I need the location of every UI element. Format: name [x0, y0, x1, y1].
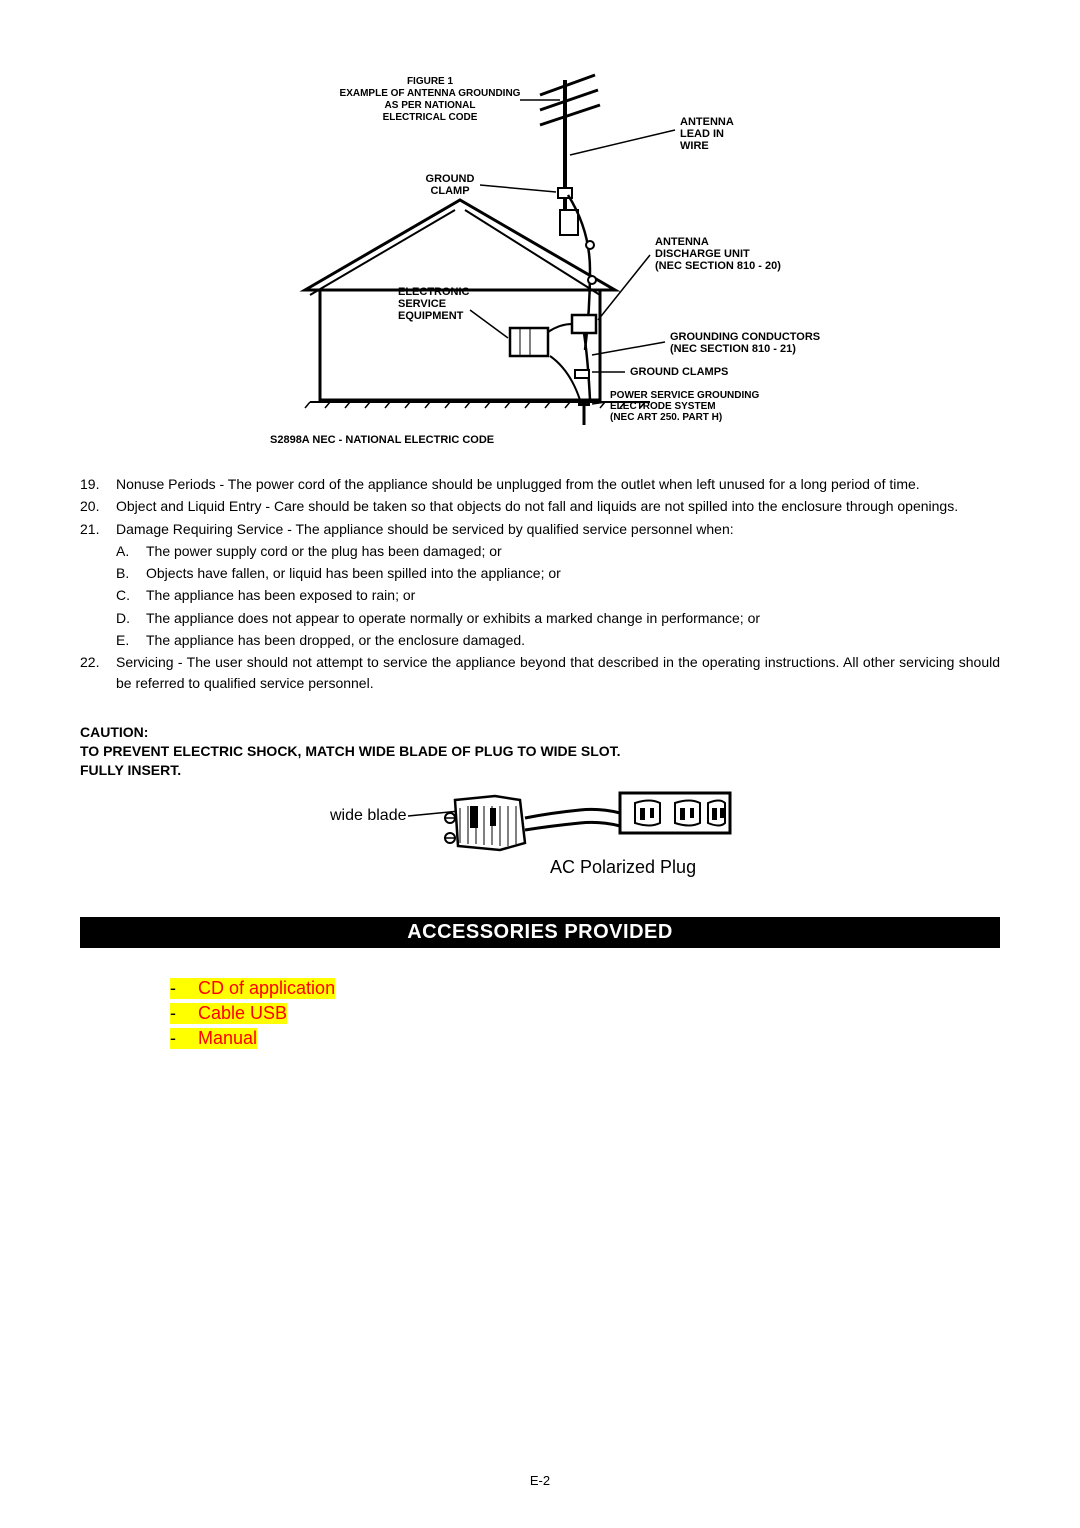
accessory-item: - CD of application	[170, 978, 1000, 999]
sublist-letter: D.	[116, 608, 146, 628]
sublist-item: C. The appliance has been exposed to rai…	[116, 585, 1000, 605]
sublist-text: The appliance does not appear to operate…	[146, 608, 1000, 628]
sublist-text: The power supply cord or the plug has be…	[146, 541, 1000, 561]
accessories-list: - CD of application - Cable USB - Manual	[170, 978, 1000, 1049]
ese-3: EQUIPMENT	[398, 310, 464, 322]
list-text: Servicing - The user should not attempt …	[116, 652, 1000, 693]
sublist-text: Objects have fallen, or liquid has been …	[146, 563, 1000, 583]
discharge-1: ANTENNA	[655, 236, 709, 248]
list-num: 19.	[80, 474, 116, 494]
sublist-item: A. The power supply cord or the plug has…	[116, 541, 1000, 561]
ese-1: ELECTRONIC	[398, 286, 470, 298]
ground-clamp-2: CLAMP	[430, 185, 469, 197]
psg-2: ELECTRODE SYSTEM	[610, 401, 716, 412]
caution-heading: CAUTION:	[80, 723, 1000, 742]
list-num: 20.	[80, 496, 116, 516]
sublist-item: D. The appliance does not appear to oper…	[116, 608, 1000, 628]
list-text: Nonuse Periods - The power cord of the a…	[116, 474, 1000, 494]
antenna-diagram-svg: FIGURE 1 EXAMPLE OF ANTENNA GROUNDING AS…	[250, 70, 830, 430]
caution-line2: FULLY INSERT.	[80, 761, 1000, 780]
plug-svg: wide blade AC Polarized Plug	[320, 788, 760, 888]
caution-line1: TO PREVENT ELECTRIC SHOCK, MATCH WIDE BL…	[80, 742, 1000, 761]
sublist-item: B. Objects have fallen, or liquid has be…	[116, 563, 1000, 583]
fig-title-2: EXAMPLE OF ANTENNA GROUNDING	[340, 88, 521, 99]
fig-title-3: AS PER NATIONAL	[385, 100, 476, 111]
ese-2: SERVICE	[398, 298, 446, 310]
gc-1: GROUNDING CONDUCTORS	[670, 331, 820, 343]
discharge-3: (NEC SECTION 810 - 20)	[655, 260, 781, 272]
accessory-text: Manual	[198, 1028, 257, 1049]
sublist-text: The appliance has been exposed to rain; …	[146, 585, 1000, 605]
ground-clamps: GROUND CLAMPS	[630, 366, 728, 378]
accessory-text: CD of application	[198, 978, 335, 999]
list-item-21: 21. Damage Requiring Service - The appli…	[80, 519, 1000, 539]
figure-caption: S2898A NEC - NATIONAL ELECTRIC CODE	[250, 434, 830, 446]
accessory-item: - Manual	[170, 1028, 1000, 1049]
accessory-text: Cable USB	[198, 1003, 287, 1024]
safety-list: 19. Nonuse Periods - The power cord of t…	[80, 474, 1000, 693]
sublist-text: The appliance has been dropped, or the e…	[146, 630, 1000, 650]
list-item-22: 22. Servicing - The user should not atte…	[80, 652, 1000, 693]
fig-title-1: FIGURE 1	[407, 76, 454, 87]
list-text: Damage Requiring Service - The appliance…	[116, 519, 1000, 539]
caution-section: CAUTION: TO PREVENT ELECTRIC SHOCK, MATC…	[80, 723, 1000, 780]
antenna-lead-3: WIRE	[680, 140, 709, 152]
gc-2: (NEC SECTION 810 - 21)	[670, 343, 796, 355]
antenna-lead-2: LEAD IN	[680, 128, 724, 140]
sublist-letter: C.	[116, 585, 146, 605]
antenna-lead-1: ANTENNA	[680, 116, 734, 128]
accessory-dash: -	[170, 978, 198, 999]
fig-title-4: ELECTRICAL CODE	[383, 112, 478, 123]
psg-1: POWER SERVICE GROUNDING	[610, 390, 759, 401]
list-item-19: 19. Nonuse Periods - The power cord of t…	[80, 474, 1000, 494]
list-num: 21.	[80, 519, 116, 539]
ac-plug-label: AC Polarized Plug	[550, 857, 696, 877]
page-number: E-2	[530, 1473, 550, 1488]
ground-clamp-1: GROUND	[426, 173, 475, 185]
antenna-grounding-figure: FIGURE 1 EXAMPLE OF ANTENNA GROUNDING AS…	[250, 70, 830, 446]
accessory-dash: -	[170, 1028, 198, 1049]
accessory-dash: -	[170, 1003, 198, 1024]
sublist-letter: E.	[116, 630, 146, 650]
list-text: Object and Liquid Entry - Care should be…	[116, 496, 1000, 516]
sublist-item: E. The appliance has been dropped, or th…	[116, 630, 1000, 650]
accessories-header: ACCESSORIES PROVIDED	[80, 917, 1000, 948]
sublist-letter: A.	[116, 541, 146, 561]
discharge-2: DISCHARGE UNIT	[655, 248, 750, 260]
psg-3: (NEC ART 250. PART H)	[610, 412, 722, 423]
plug-figure: wide blade AC Polarized Plug	[320, 788, 760, 893]
wide-blade-label: wide blade	[329, 807, 407, 824]
sublist-21: A. The power supply cord or the plug has…	[116, 541, 1000, 650]
accessory-item: - Cable USB	[170, 1003, 1000, 1024]
list-item-20: 20. Object and Liquid Entry - Care shoul…	[80, 496, 1000, 516]
list-num: 22.	[80, 652, 116, 693]
sublist-letter: B.	[116, 563, 146, 583]
